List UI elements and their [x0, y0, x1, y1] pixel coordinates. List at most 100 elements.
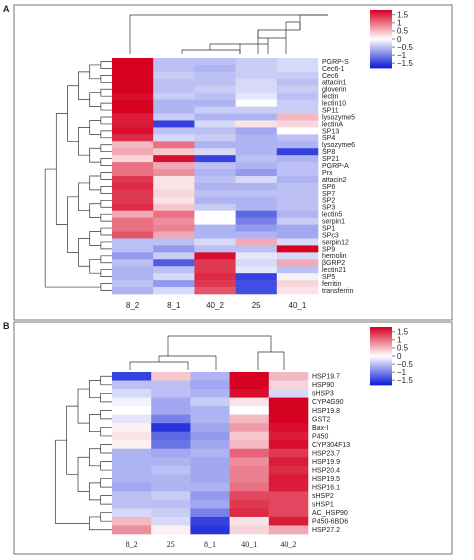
row-label: serpin1 — [322, 219, 345, 226]
heatmap-cell — [112, 482, 152, 492]
heatmap-cell — [276, 78, 319, 87]
legend-gradient-step — [370, 380, 392, 383]
heatmap-cell — [194, 127, 236, 135]
legend-gradient-step — [370, 23, 392, 25]
column-label: 8_2 — [126, 540, 138, 549]
row-label: P450-6BD6 — [312, 519, 348, 526]
legend-gradient-step — [370, 34, 392, 37]
heatmap-cell — [112, 508, 152, 518]
heatmap-cell — [151, 499, 191, 509]
legend-gradient-step — [370, 17, 392, 20]
column-label: 8_1 — [167, 301, 181, 310]
row-label: P450 — [312, 433, 328, 440]
heatmap-cell — [112, 491, 152, 501]
heatmap-cell — [153, 64, 195, 73]
legend-gradient-step — [370, 50, 392, 53]
heatmap-cell — [190, 465, 230, 475]
legend-gradient-step — [370, 351, 392, 354]
heatmap-cell — [194, 64, 236, 73]
legend-gradient-step — [370, 24, 392, 27]
heatmap-cell — [268, 423, 309, 432]
heatmap-cell — [153, 155, 195, 163]
legend-tick-label: −0.5 — [397, 360, 413, 369]
legend-gradient-step — [370, 342, 392, 345]
heatmap-cell — [194, 231, 236, 239]
legend-gradient-step — [370, 364, 392, 367]
legend-gradient-step — [370, 47, 392, 50]
dendrogram-branch — [100, 410, 112, 420]
heatmap-cell — [268, 440, 309, 450]
legend-tick-label: 0.5 — [397, 344, 409, 353]
row-label: Bax-I — [312, 425, 328, 432]
heatmap-cell — [276, 64, 319, 73]
heatmap-cell — [268, 491, 309, 501]
heatmap-cell — [112, 252, 154, 260]
dendrogram-branch — [88, 414, 101, 433]
legend-gradient-step — [370, 344, 392, 347]
legend-gradient-step — [370, 25, 392, 28]
heatmap-cell — [112, 259, 154, 267]
heatmap-cell — [112, 516, 152, 526]
heatmap-cell — [190, 474, 230, 484]
legend-gradient-step — [370, 382, 392, 384]
heatmap-cell — [153, 217, 195, 225]
legend-gradient-step — [370, 41, 392, 44]
legend-gradient-step — [370, 371, 392, 374]
panel-a-frame — [13, 4, 453, 321]
legend-gradient-step — [370, 356, 392, 358]
heatmap-cell — [276, 280, 319, 288]
dendrogram-branch — [88, 448, 101, 467]
heatmap-cell — [153, 252, 195, 260]
legend-gradient-step — [370, 338, 392, 341]
dendrogram-branch — [89, 258, 101, 274]
heatmap-cell — [194, 78, 236, 87]
heatmap-cell — [194, 134, 236, 142]
heatmap-cell — [153, 224, 195, 232]
heatmap-cell — [112, 406, 152, 415]
row-label: SP9 — [322, 246, 335, 253]
heatmap-cell — [112, 465, 152, 475]
heatmap-cell — [112, 525, 152, 535]
heatmap-cell — [151, 448, 191, 458]
dendrogram-branch — [88, 380, 101, 398]
dendrogram-branch — [100, 392, 112, 403]
dendrogram-branch — [100, 61, 112, 69]
heatmap-cell — [112, 273, 154, 281]
legend-tick-label: −1 — [397, 51, 407, 60]
dendrogram-branch — [100, 255, 112, 264]
heatmap-cell — [276, 210, 319, 218]
heatmap-cell — [276, 99, 319, 107]
heatmap-cell — [229, 431, 270, 441]
row-label: HSP19.9 — [312, 459, 340, 466]
legend-gradient-step — [370, 28, 392, 31]
heatmap-cell — [190, 457, 230, 467]
heatmap-cell — [235, 273, 278, 281]
heatmap-cell — [276, 287, 319, 295]
heatmap-cell — [235, 134, 278, 142]
heatmap-cell — [229, 474, 270, 484]
legend-tick-label: 1 — [397, 336, 402, 345]
heatmap-cell — [153, 203, 195, 211]
legend-gradient-step — [370, 357, 392, 360]
heatmap-cell — [112, 141, 154, 149]
heatmap-cell — [229, 482, 270, 492]
legend-gradient-step — [370, 11, 392, 14]
heatmap-cell — [276, 113, 319, 121]
legend-tick-label: 1.5 — [397, 328, 409, 337]
heatmap-cell — [153, 78, 195, 87]
heatmap-cell — [153, 85, 195, 93]
dendrogram-branch — [100, 172, 112, 180]
legend-gradient-step — [370, 20, 392, 22]
heatmap-cell — [153, 280, 195, 288]
panel-a: A PGRP-SCec6-1Cec6attacin1gloverinlectin… — [3, 4, 453, 321]
legend-gradient-step — [370, 377, 392, 380]
heatmap-cell — [235, 196, 278, 205]
heatmap-cell — [153, 58, 195, 66]
heatmap-cell — [112, 217, 154, 225]
legend-gradient-step — [370, 337, 392, 339]
heatmap-cell — [194, 224, 236, 232]
heatmap-cell — [194, 92, 236, 100]
heatmap-cell — [276, 266, 319, 274]
